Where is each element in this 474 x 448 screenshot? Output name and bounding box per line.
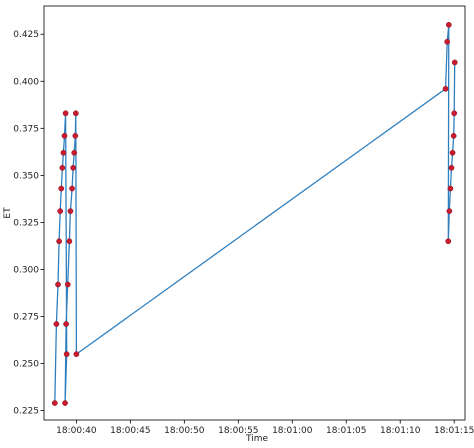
y-tick-label: 0.300 [13,265,39,275]
data-point [447,185,454,192]
data-point [72,132,79,139]
data-point [70,164,76,171]
y-tick-label: 0.325 [13,218,39,228]
data-point [442,85,449,92]
y-tick-label: 0.375 [13,124,39,134]
y-tick-label: 0.425 [13,30,39,40]
series-line [54,24,456,404]
x-tick-label: 18:00:45 [110,426,150,436]
data-point [63,351,70,357]
y-axis-label: ET [3,207,13,219]
data-point [62,400,68,406]
data-point [451,59,458,66]
x-tick-label: 18:00:40 [56,426,97,436]
plot-frame [43,5,466,421]
data-point [63,321,69,327]
data-point [451,110,458,117]
data-point [51,400,58,406]
data-point [53,321,60,327]
data-point [59,164,66,171]
data-point [73,351,80,357]
y-tick-label: 0.350 [13,171,39,181]
data-point [450,132,457,139]
data-point [62,110,69,117]
data-point [58,185,65,192]
y-tick-label: 0.250 [13,360,39,370]
x-axis-label: Time [245,434,268,444]
data-point [445,21,452,28]
data-point [448,164,455,171]
data-point [69,185,75,192]
data-point [60,149,67,156]
data-point [446,208,453,214]
data-point [67,208,74,214]
x-tick-label: 18:01:10 [380,426,421,436]
x-tick-label: 18:00:55 [218,426,258,436]
data-point [445,238,452,245]
y-tick-label: 0.400 [13,77,39,87]
plot-area [43,5,466,421]
data-point [72,110,79,117]
x-axis: 18:00:40 18:00:45 18:00:50 18:00:55 18:01:00… [56,420,474,436]
y-tick-label: 0.275 [13,313,39,323]
data-point [449,149,456,156]
data-point [66,238,73,245]
data-point [444,38,451,45]
data-point [64,281,71,288]
x-tick-label: 18:01:15 [434,426,474,436]
x-tick-label: 18:01:00 [272,426,313,436]
y-axis: 0.225 0.250 0.275 0.300 0.325 0.350 0.375 0.400… [13,30,44,417]
y-tick-label: 0.225 [13,407,39,417]
data-point [56,238,62,245]
data-point [71,149,78,156]
x-tick-label: 18:00:50 [164,426,205,436]
data-point [57,208,64,214]
data-point [61,132,68,139]
x-tick-label: 18:01:05 [326,426,366,436]
data-point [55,281,61,288]
